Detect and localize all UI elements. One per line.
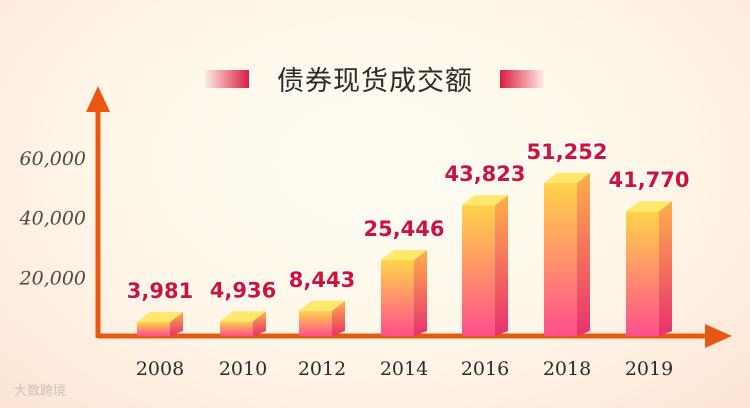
bar-top [544, 172, 590, 183]
chart-title-block: 债券现货成交额 [0, 56, 750, 100]
bar-value-label: 41,770 [608, 168, 689, 192]
x-tick-label: 2016 [461, 358, 509, 380]
x-tick-label: 2012 [298, 358, 346, 380]
bar-side [253, 311, 266, 336]
bar-top [626, 201, 672, 212]
x-tick-label: 2019 [625, 358, 673, 380]
bar-side [577, 172, 590, 336]
bar [626, 201, 672, 336]
title-decoration-right [500, 70, 544, 88]
bar-side [659, 201, 672, 336]
bar-front [220, 321, 253, 336]
bar [381, 250, 427, 336]
watermark: 大数跨境 [14, 384, 67, 399]
bar [462, 195, 508, 336]
x-axis-arrow [705, 324, 732, 348]
bar-side [170, 312, 183, 336]
bar-front [381, 260, 414, 336]
bar-front [137, 322, 170, 336]
bar-top [220, 311, 266, 322]
x-tick-label: 2018 [543, 358, 591, 380]
bar [137, 312, 183, 336]
bar-front [626, 211, 659, 336]
bar-value-label: 3,981 [127, 279, 193, 303]
bar-top [462, 195, 508, 206]
bar-top [137, 312, 183, 322]
bar [544, 172, 590, 336]
bar-value-label: 43,823 [444, 162, 525, 186]
y-tick-label: 40,000 [19, 208, 86, 230]
bar [220, 311, 266, 336]
bar-value-label: 51,252 [526, 140, 607, 164]
y-tick-label: 60,000 [20, 148, 86, 170]
bar-side [495, 195, 508, 336]
chart-title: 债券现货成交额 [277, 66, 473, 97]
y-axis-arrow [86, 86, 110, 112]
bar-value-label: 8,443 [289, 268, 355, 292]
bar-top [381, 250, 427, 261]
bar-value-label: 25,446 [363, 217, 444, 241]
x-tick-label: 2014 [380, 358, 428, 380]
bar-front [544, 182, 577, 336]
bar-front [299, 310, 332, 336]
x-tick-label: 2010 [219, 358, 267, 380]
bar-side [414, 250, 427, 336]
bar [299, 300, 345, 336]
bar-front [462, 205, 495, 336]
bar-value-label: 4,936 [210, 278, 276, 302]
y-tick-label: 20,000 [19, 267, 86, 289]
x-tick-label: 2008 [136, 358, 184, 380]
title-decoration-left [205, 70, 249, 88]
bar-side [332, 300, 345, 336]
bar-top [299, 300, 345, 311]
